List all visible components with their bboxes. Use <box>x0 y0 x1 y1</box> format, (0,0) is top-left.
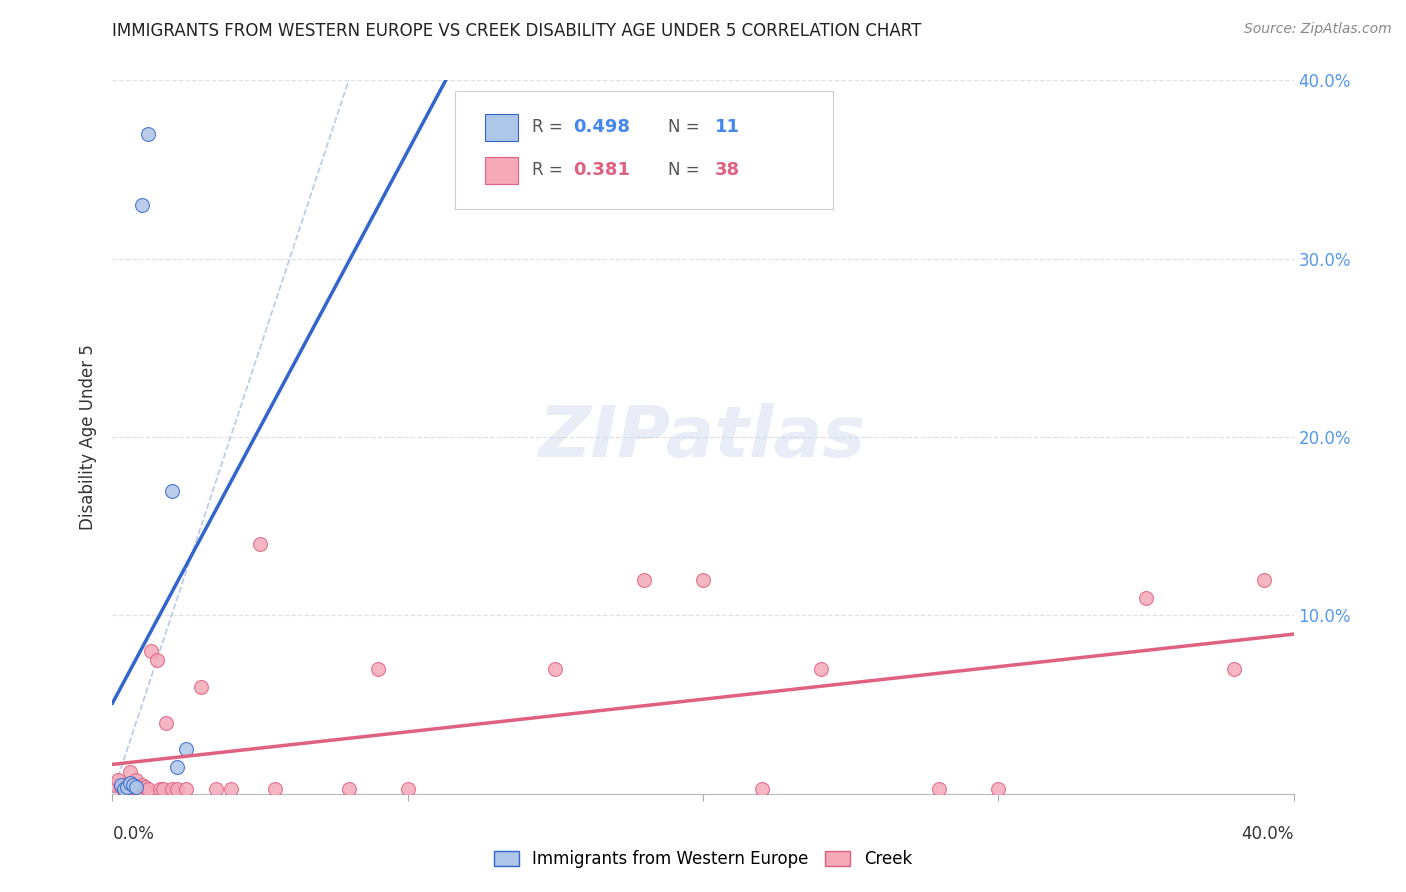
Point <box>160 483 183 498</box>
Point <box>166 781 188 796</box>
Text: 38: 38 <box>714 161 740 179</box>
Point <box>1223 662 1246 676</box>
Point <box>125 772 148 787</box>
Point <box>136 781 159 796</box>
Point <box>987 781 1010 796</box>
Point <box>152 781 174 796</box>
Point <box>1253 573 1275 587</box>
Text: R =: R = <box>531 161 568 179</box>
Point <box>104 778 127 792</box>
Point <box>120 765 142 780</box>
Text: ZIPatlas: ZIPatlas <box>540 402 866 472</box>
Point <box>337 781 360 796</box>
Point <box>928 781 950 796</box>
Point <box>136 127 159 141</box>
Text: 11: 11 <box>714 119 740 136</box>
Point <box>131 198 153 212</box>
Point <box>633 573 655 587</box>
Point <box>112 781 135 796</box>
Point <box>139 644 162 658</box>
Point <box>120 776 142 790</box>
Point <box>112 781 135 796</box>
Point <box>110 778 132 792</box>
Text: N =: N = <box>668 119 704 136</box>
Point <box>146 653 169 667</box>
FancyBboxPatch shape <box>485 157 517 184</box>
Text: 0.498: 0.498 <box>574 119 630 136</box>
Point <box>174 742 197 756</box>
Text: N =: N = <box>668 161 704 179</box>
Y-axis label: Disability Age Under 5: Disability Age Under 5 <box>79 344 97 530</box>
Point <box>117 778 138 792</box>
Text: 0.381: 0.381 <box>574 161 630 179</box>
Point <box>128 781 150 796</box>
Point <box>190 680 212 694</box>
Point <box>544 662 567 676</box>
Point <box>249 537 271 551</box>
Point <box>810 662 832 676</box>
Point <box>160 781 183 796</box>
Point <box>205 781 228 796</box>
Text: Source: ZipAtlas.com: Source: ZipAtlas.com <box>1244 22 1392 37</box>
Point <box>219 781 242 796</box>
FancyBboxPatch shape <box>485 114 517 141</box>
Text: R =: R = <box>531 119 568 136</box>
Point <box>110 780 132 794</box>
Point <box>131 778 153 792</box>
Point <box>692 573 714 587</box>
Text: IMMIGRANTS FROM WESTERN EUROPE VS CREEK DISABILITY AGE UNDER 5 CORRELATION CHART: IMMIGRANTS FROM WESTERN EUROPE VS CREEK … <box>112 22 922 40</box>
Point <box>107 772 129 787</box>
Point <box>751 781 773 796</box>
Point <box>122 780 145 794</box>
Legend: Immigrants from Western Europe, Creek: Immigrants from Western Europe, Creek <box>488 844 918 875</box>
Text: 0.0%: 0.0% <box>112 825 155 843</box>
Point <box>122 778 145 792</box>
Point <box>155 715 177 730</box>
Point <box>264 781 287 796</box>
Point <box>174 781 197 796</box>
Point <box>1135 591 1157 605</box>
Point <box>166 760 188 774</box>
FancyBboxPatch shape <box>456 91 832 209</box>
Point <box>134 780 156 794</box>
Point <box>367 662 389 676</box>
Point <box>396 781 419 796</box>
Point <box>117 780 138 794</box>
Point <box>125 780 148 794</box>
Text: 40.0%: 40.0% <box>1241 825 1294 843</box>
Point <box>149 781 172 796</box>
